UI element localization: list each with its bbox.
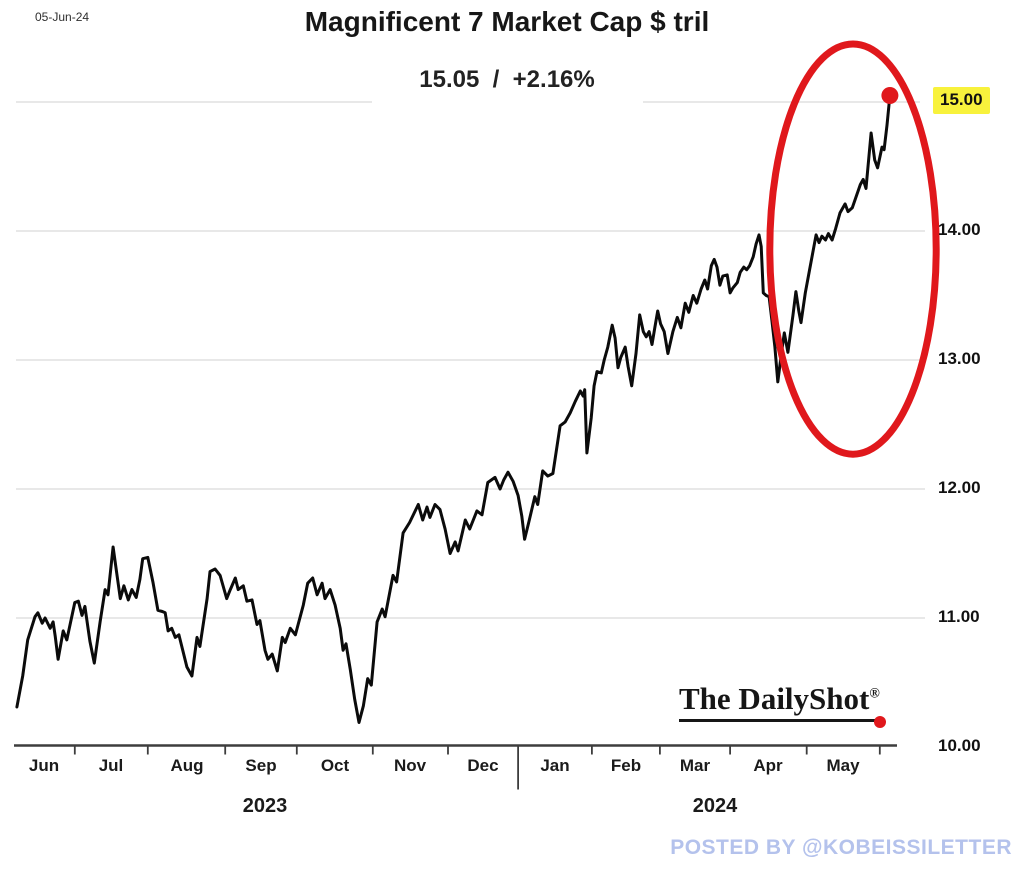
logo-text-part2: Shot®	[809, 681, 880, 722]
endpoint-dot	[881, 87, 899, 104]
last-value-readout: 15.05	[419, 66, 480, 93]
y-tick-label-15-00: 15.00	[933, 87, 990, 114]
highlight-ellipse	[766, 40, 940, 458]
year-label-2024: 2024	[692, 795, 738, 817]
chart-subtitle: 15.05 / +2.16%	[0, 66, 1014, 94]
daily-shot-logo: The DailyShot®	[679, 681, 886, 728]
x-tick-label-may: May	[826, 756, 860, 775]
x-tick-label-feb: Feb	[610, 756, 642, 775]
x-tick-label-nov: Nov	[393, 756, 427, 775]
year-label-2023: 2023	[242, 795, 288, 817]
x-tick-label-dec: Dec	[467, 756, 499, 775]
logo-text-part1: The Daily	[679, 681, 810, 722]
y-tick-label-12-00: 12.00	[938, 478, 981, 497]
price-line	[15, 94, 892, 724]
y-tick-label-14-00: 14.00	[938, 220, 981, 239]
x-tick-label-oct: Oct	[320, 756, 350, 775]
x-tick-label-jun: Jun	[28, 756, 60, 775]
logo-red-dot-icon	[873, 716, 886, 728]
x-tick-label-mar: Mar	[679, 756, 711, 775]
date-stamp: 05-Jun-24	[35, 10, 90, 24]
subtitle-separator: /	[479, 66, 513, 93]
x-tick-label-apr: Apr	[753, 756, 783, 775]
posted-by-credit: POSTED BY @KOBEISSILETTER	[670, 836, 1012, 859]
y-tick-label-10-00: 10.00	[938, 736, 981, 755]
x-tick-label-jan: Jan	[540, 756, 570, 775]
x-tick-label-sep: Sep	[245, 756, 277, 775]
y-tick-label-11-00: 11.00	[938, 607, 980, 626]
x-tick-label-jul: Jul	[98, 756, 124, 775]
x-tick-label-aug: Aug	[170, 756, 204, 775]
y-tick-label-13-00: 13.00	[938, 349, 981, 368]
page-title: Magnificent 7 Market Cap $ tril	[304, 6, 710, 37]
registered-trademark-icon: ®	[869, 686, 880, 702]
change-percent-readout: +2.16%	[512, 66, 595, 93]
